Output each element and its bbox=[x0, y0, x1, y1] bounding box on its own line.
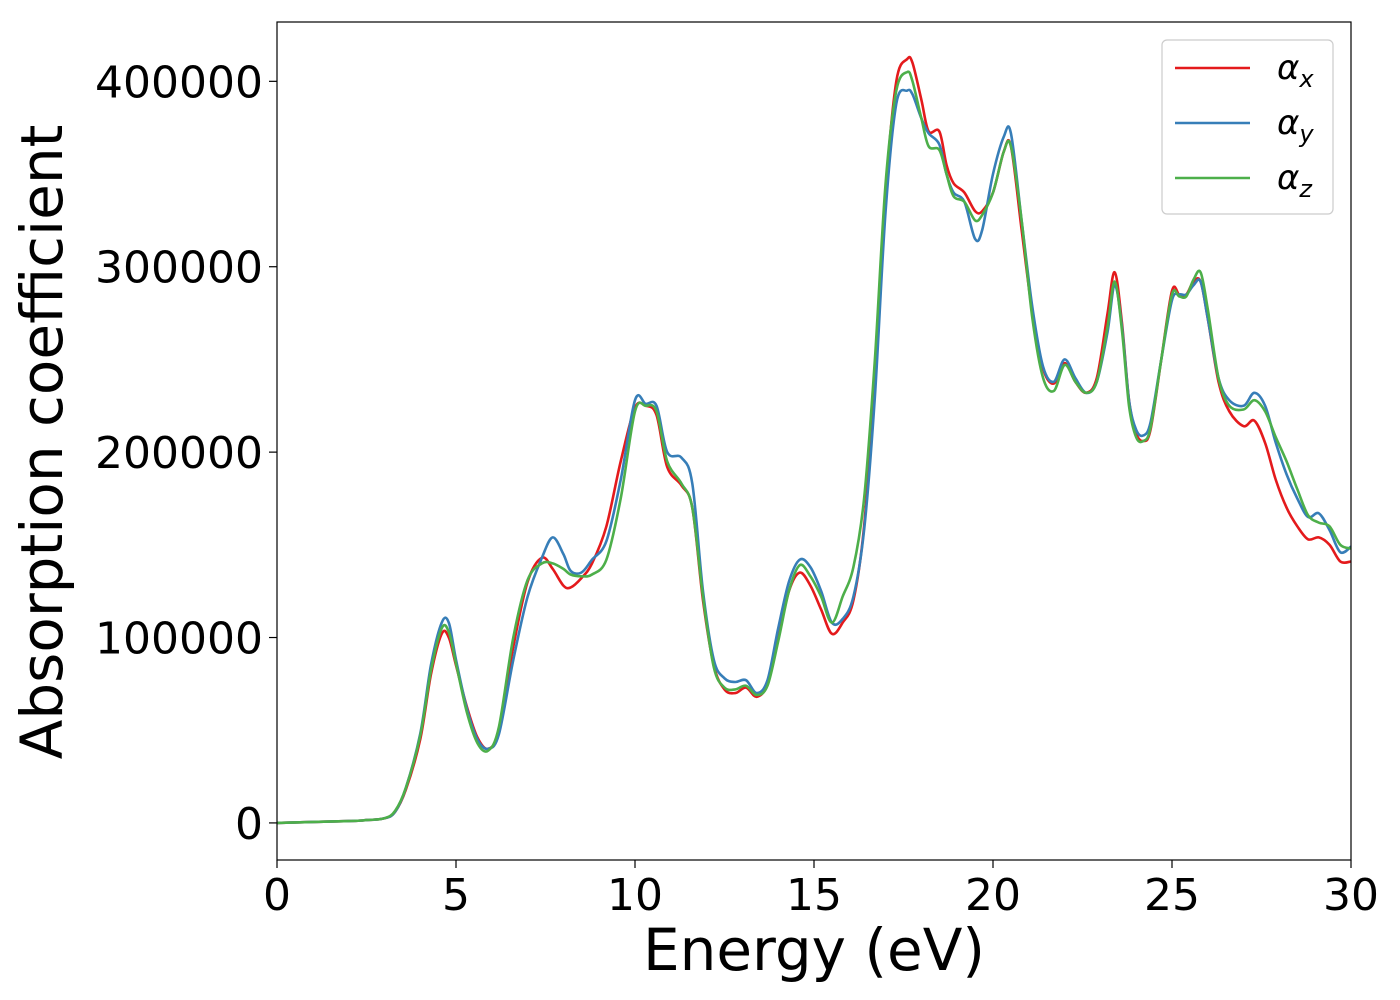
y-tick-label: 100000 bbox=[95, 614, 263, 665]
x-tick-label: 0 bbox=[263, 870, 291, 921]
x-tick-label: 20 bbox=[965, 870, 1021, 921]
x-axis: 0 5 10 15 20 25 30 bbox=[263, 860, 1379, 921]
series-line-y bbox=[276, 88, 1352, 825]
legend-frame bbox=[1161, 39, 1334, 215]
y-tick-label: 0 bbox=[235, 799, 263, 850]
series-line-z bbox=[276, 70, 1352, 825]
y-axis-title: Absorption coefficient bbox=[8, 125, 76, 760]
legend-label-z: αz bbox=[1277, 158, 1313, 203]
y-tick-label: 300000 bbox=[95, 243, 263, 294]
x-tick-label: 30 bbox=[1323, 870, 1379, 921]
x-tick-label: 10 bbox=[607, 870, 663, 921]
x-axis-title: Energy (eV) bbox=[643, 916, 985, 984]
x-tick-label: 15 bbox=[786, 870, 842, 921]
legend-label-x: αx bbox=[1277, 48, 1314, 93]
y-axis: 0 100000 200000 300000 400000 bbox=[95, 57, 277, 850]
y-tick-label: 400000 bbox=[95, 57, 263, 108]
y-tick-label: 200000 bbox=[95, 428, 263, 479]
legend-label-y: αy bbox=[1277, 103, 1314, 148]
legend-items: αx αy αz bbox=[1175, 48, 1314, 203]
legend: αx αy αz bbox=[1161, 39, 1334, 215]
x-tick-label: 25 bbox=[1144, 870, 1200, 921]
x-tick-label: 5 bbox=[442, 870, 470, 921]
series-layer bbox=[276, 55, 1352, 825]
